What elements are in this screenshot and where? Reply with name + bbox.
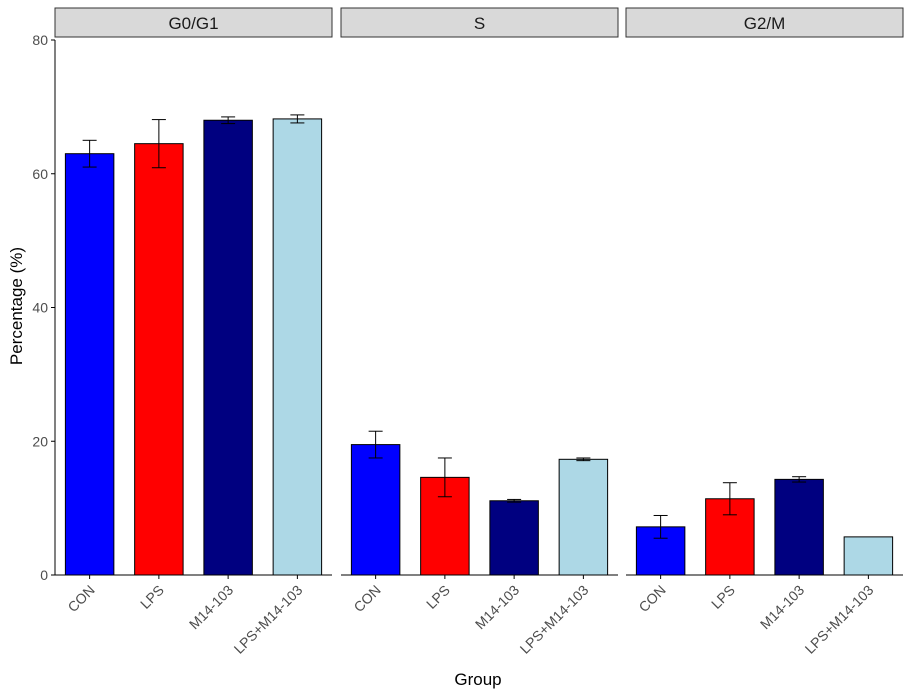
x-tick-label: LPS+M14-103 bbox=[231, 582, 306, 657]
x-tick-label: M14-103 bbox=[757, 582, 808, 633]
x-tick-label: LPS+M14-103 bbox=[802, 582, 877, 657]
y-tick-label: 80 bbox=[32, 32, 48, 48]
bar-g2-m-lps-m14-103 bbox=[843, 536, 894, 576]
facet-strip bbox=[340, 7, 619, 38]
x-tick-label: M14-103 bbox=[472, 582, 523, 633]
bar-s-lps-m14-103 bbox=[558, 458, 609, 576]
facet-strip-label: S bbox=[474, 14, 485, 33]
bar-s-m14-103 bbox=[489, 500, 539, 576]
x-tick-label: CON bbox=[64, 582, 97, 615]
error-bar bbox=[151, 119, 166, 169]
error-bar bbox=[507, 498, 522, 503]
y-tick-label: 40 bbox=[32, 300, 48, 316]
x-axis-title: Group bbox=[454, 670, 501, 689]
bar-g0-g1-lps-m14-103 bbox=[272, 118, 323, 576]
error-bar bbox=[368, 430, 383, 459]
error-bar bbox=[221, 116, 236, 125]
error-bar bbox=[437, 457, 452, 498]
bar-g0-g1-m14-103 bbox=[203, 119, 253, 576]
x-tick-label: CON bbox=[350, 582, 383, 615]
bar-g2-m-m14-103 bbox=[774, 478, 824, 576]
y-tick-label: 20 bbox=[32, 433, 48, 449]
facet-strip bbox=[54, 7, 333, 38]
bar-s-con bbox=[350, 444, 401, 576]
y-axis-title: Percentage (%) bbox=[7, 247, 26, 365]
x-tick-label: M14-103 bbox=[186, 582, 237, 633]
x-tick-label: CON bbox=[635, 582, 668, 615]
bar-g0-g1-lps bbox=[134, 143, 184, 576]
x-tick-label: LPS bbox=[708, 582, 738, 612]
y-tick-label: 60 bbox=[32, 166, 48, 182]
x-tick-label: LPS bbox=[137, 582, 167, 612]
error-bar bbox=[792, 476, 807, 483]
error-bar bbox=[576, 457, 591, 462]
facet-strip-label: G2/M bbox=[744, 14, 786, 33]
error-bar bbox=[653, 514, 668, 539]
x-tick-label: LPS+M14-103 bbox=[517, 582, 592, 657]
y-tick-label: 0 bbox=[40, 567, 48, 583]
y-axis: 0 20 40 60 80 bbox=[32, 32, 56, 583]
x-tick-label: LPS bbox=[423, 582, 453, 612]
facet-strip bbox=[625, 7, 904, 38]
error-bar bbox=[722, 482, 737, 516]
facet-strip-label: G0/G1 bbox=[168, 14, 218, 33]
error-bar bbox=[290, 114, 305, 124]
bar-g0-g1-con bbox=[64, 153, 115, 576]
error-bar bbox=[82, 139, 97, 168]
